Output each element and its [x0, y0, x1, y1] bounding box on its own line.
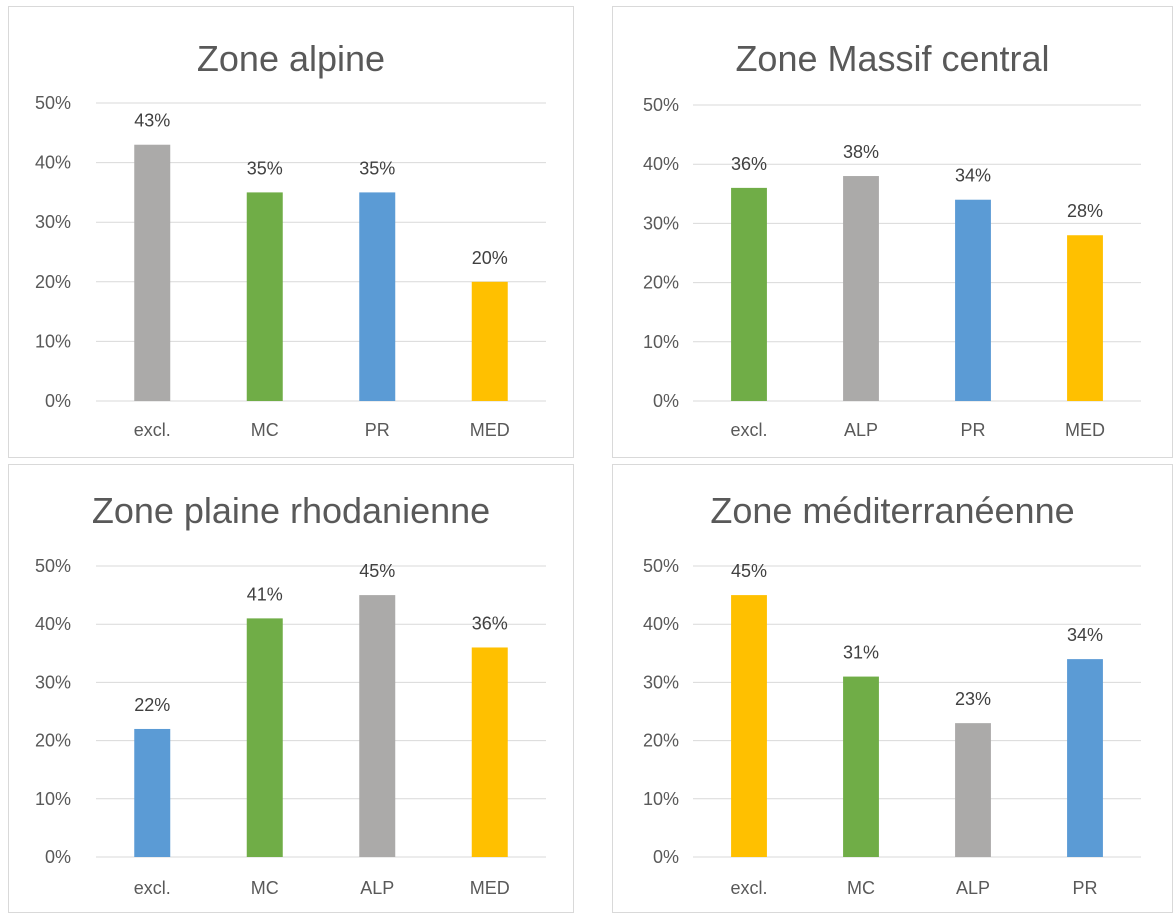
- data-label: 36%: [472, 613, 508, 633]
- bar: [134, 144, 171, 401]
- chart-svg-mediterraneenne: Zone méditerranéenne 0% 10% 20% 30% 40% 50% 45%…: [643, 490, 1141, 898]
- x-category-label: ALP: [360, 878, 394, 898]
- bar: [843, 176, 879, 401]
- bar: [1067, 235, 1103, 401]
- x-category-label: MC: [847, 878, 875, 898]
- data-label: 34%: [1067, 625, 1103, 645]
- bar: [471, 647, 508, 857]
- x-category-label: excl.: [134, 878, 171, 898]
- bar: [471, 281, 508, 401]
- data-label: 34%: [955, 166, 991, 186]
- y-tick-label: 20%: [35, 731, 71, 751]
- y-tick-label: 50%: [35, 93, 71, 113]
- x-category-label: excl.: [134, 420, 171, 440]
- chart-panel-plaine-rhodanienne: Zone plaine rhodanienne 0% 10% 20% 30% 40% 50%…: [8, 464, 574, 913]
- x-category-label: ALP: [956, 878, 990, 898]
- y-tick-label: 30%: [643, 672, 679, 692]
- y-tick-label: 10%: [643, 332, 679, 352]
- bar: [843, 676, 879, 857]
- x-category-label: MED: [1065, 420, 1105, 440]
- x-category-label: PR: [1072, 878, 1097, 898]
- y-tick-label: 30%: [35, 212, 71, 232]
- y-tick-label: 50%: [35, 556, 71, 576]
- chart-panel-massif-central: Zone Massif central 0% 10% 20% 30% 40% 50% 36% e…: [612, 6, 1173, 458]
- data-label: 38%: [843, 142, 879, 162]
- chart-svg-alpine: Zone alpine 0% 10% 20% 30% 40% 50% 43% excl. 35% M…: [35, 38, 546, 440]
- data-label: 36%: [731, 154, 767, 174]
- data-label: 41%: [247, 584, 283, 604]
- x-category-label: MED: [470, 420, 510, 440]
- y-tick-label: 30%: [643, 213, 679, 233]
- y-tick-label: 20%: [643, 731, 679, 751]
- y-tick-label: 30%: [35, 672, 71, 692]
- data-label: 28%: [1067, 201, 1103, 221]
- x-category-label: MED: [470, 878, 510, 898]
- bar: [246, 618, 283, 857]
- y-tick-label: 0%: [45, 391, 71, 411]
- bar: [359, 192, 396, 401]
- bar: [246, 192, 283, 401]
- y-tick-label: 40%: [643, 614, 679, 634]
- data-label: 43%: [134, 111, 170, 131]
- y-tick-label: 20%: [643, 273, 679, 293]
- x-category-label: MC: [251, 420, 279, 440]
- bar: [134, 728, 171, 857]
- chart-title: Zone méditerranéenne: [710, 490, 1074, 531]
- chart-svg-plaine-rhodanienne: Zone plaine rhodanienne 0% 10% 20% 30% 40% 50%…: [35, 490, 546, 898]
- y-tick-label: 0%: [45, 847, 71, 867]
- data-label: 35%: [247, 158, 283, 178]
- y-tick-label: 10%: [643, 789, 679, 809]
- y-tick-label: 10%: [35, 331, 71, 351]
- chart-title: Zone alpine: [197, 38, 385, 79]
- chart-panel-mediterraneenne: Zone méditerranéenne 0% 10% 20% 30% 40% 50% 45%…: [612, 464, 1173, 913]
- x-category-label: MC: [251, 878, 279, 898]
- data-label: 23%: [955, 689, 991, 709]
- y-tick-label: 0%: [653, 391, 679, 411]
- bar: [731, 595, 767, 857]
- x-category-label: ALP: [844, 420, 878, 440]
- chart-title: Zone plaine rhodanienne: [92, 490, 490, 531]
- x-category-label: excl.: [730, 420, 767, 440]
- bar: [955, 723, 991, 857]
- x-category-label: excl.: [730, 878, 767, 898]
- chart-panel-alpine: Zone alpine 0% 10% 20% 30% 40% 50% 43% excl. 35% M…: [8, 6, 574, 458]
- data-label: 45%: [359, 561, 395, 581]
- y-tick-label: 20%: [35, 272, 71, 292]
- y-tick-label: 40%: [643, 154, 679, 174]
- bar: [731, 187, 767, 401]
- chart-title: Zone Massif central: [735, 38, 1049, 79]
- y-tick-label: 50%: [643, 556, 679, 576]
- data-label: 31%: [843, 643, 879, 663]
- bar: [1067, 659, 1103, 857]
- y-tick-label: 10%: [35, 789, 71, 809]
- y-tick-label: 40%: [35, 153, 71, 173]
- chart-svg-massif-central: Zone Massif central 0% 10% 20% 30% 40% 50% 36% e…: [643, 38, 1141, 440]
- x-category-label: PR: [365, 420, 390, 440]
- bar: [359, 595, 396, 857]
- y-tick-label: 40%: [35, 614, 71, 634]
- bar: [955, 199, 991, 401]
- data-label: 22%: [134, 695, 170, 715]
- y-tick-label: 0%: [653, 847, 679, 867]
- data-label: 20%: [472, 248, 508, 268]
- data-label: 45%: [731, 561, 767, 581]
- data-label: 35%: [359, 158, 395, 178]
- x-category-label: PR: [960, 420, 985, 440]
- y-tick-label: 50%: [643, 95, 679, 115]
